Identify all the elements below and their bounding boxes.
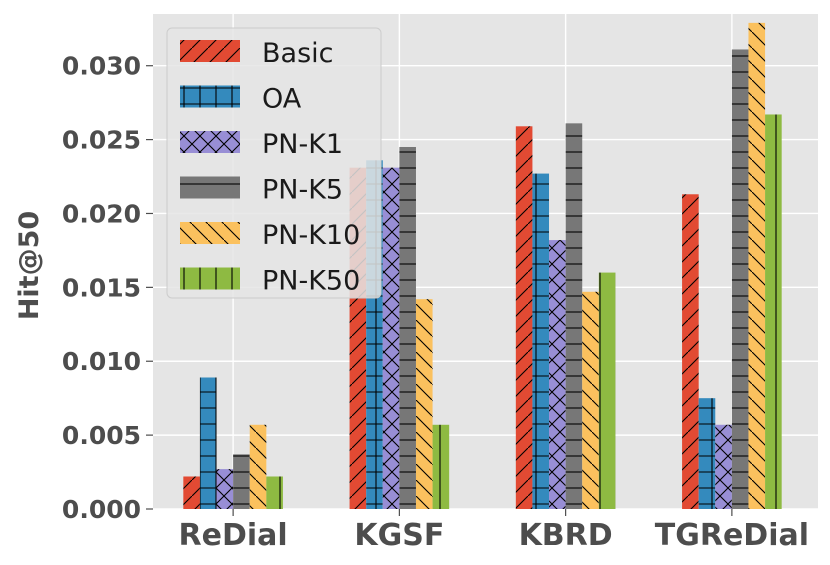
x-tick-label: KGSF [354,518,444,553]
legend-label-pn-k10: PN-K10 [262,220,360,251]
bar-pn-k50-kgsf [432,424,450,509]
y-tick-label: 0.005 [62,421,141,450]
y-tick-label: 0.015 [62,273,141,302]
y-tick-label: 0.030 [62,52,141,81]
x-tick-label: KBRD [519,518,613,553]
bar-oa-redial [199,377,217,509]
bar-pn-k1-kbrd [549,240,566,509]
legend-swatch-pn-k1 [180,131,240,153]
legend-swatch-pn-k10 [180,222,240,244]
bar-pn-k1-redial [216,469,234,509]
bar-pn-k50-redial [266,476,283,509]
bar-pn-k50-kbrd [598,272,616,509]
bar-pn-k10-kbrd [582,291,599,509]
bar-pn-k5-kgsf [399,146,416,509]
legend-label-pn-k50: PN-K50 [262,266,360,297]
bar-pn-k5-kbrd [565,123,583,509]
bar-basic-redial [183,476,200,509]
x-axis-ticks: ReDial KGSF KBRD TGReDial [179,509,809,553]
bar-pn-k1-tgredial [715,424,732,509]
legend-swatch-pn-k5 [180,176,240,199]
legend-label-oa: OA [262,84,302,115]
bar-pn-k1-kgsf [382,167,400,510]
legend-label-pn-k5: PN-K5 [262,175,343,206]
y-axis-label: Hit@50 [14,211,45,320]
bar-oa-kbrd [532,173,550,509]
x-tick-label: TGReDial [655,518,809,553]
bar-pn-k10-redial [249,424,267,509]
y-tick-label: 0.020 [62,199,141,228]
legend: Basic OA PN-K1 PN-K5 PN-K10 PN-K50 [166,27,382,299]
y-tick-label: 0.000 [62,495,141,524]
legend-label-basic: Basic [262,38,333,69]
x-tick-label: ReDial [179,518,288,553]
y-tick-label: 0.010 [62,347,141,376]
bar-basic-kbrd [515,126,533,509]
legend-swatch-basic [180,40,240,62]
bar-pn-k5-redial [233,454,250,509]
y-tick-label: 0.025 [62,126,141,155]
y-axis-ticks: 0.000 0.005 0.010 0.015 0.020 0.025 0.030 [62,52,153,524]
legend-swatch-pn-k50 [180,267,240,290]
bar-pn-k5-tgredial [731,49,749,510]
bar-basic-tgredial [682,194,699,509]
bar-pn-k10-tgredial [748,22,766,510]
legend-label-pn-k1: PN-K1 [262,129,343,160]
bar-oa-tgredial [698,398,716,509]
legend-swatch-oa [180,85,240,108]
bar-pn-k50-tgredial [765,114,782,510]
bar-pn-k10-kgsf [415,299,433,509]
